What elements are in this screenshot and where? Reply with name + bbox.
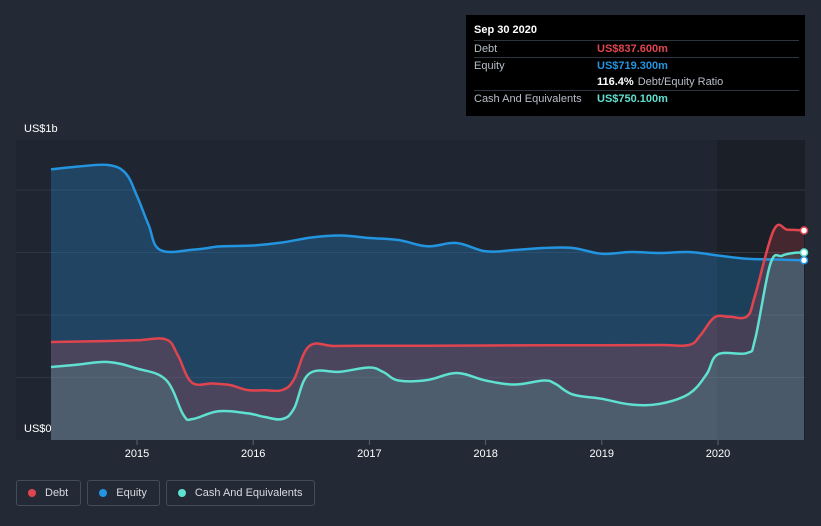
series-lines [50, 163, 805, 422]
y-axis-bottom-label: US$0 [24, 423, 52, 435]
x-tick-label-2017: 2017 [357, 448, 381, 460]
legend-equity-label: Equity [116, 487, 147, 499]
debt-line [50, 223, 805, 393]
series-endpoints [799, 226, 809, 265]
x-tick-label-2020: 2020 [706, 448, 730, 460]
equity-endpoint [799, 256, 809, 265]
equity-line [50, 163, 805, 262]
x-tick-label-2016: 2016 [241, 448, 265, 460]
debt-area [51, 224, 804, 440]
legend-debt-dot-icon [28, 489, 36, 497]
legend-cash-label: Cash And Equivalents [194, 487, 303, 499]
legend-debt-label: Debt [45, 487, 69, 499]
legend-item-cash[interactable]: Cash And Equivalents [165, 480, 316, 506]
cash-line [50, 251, 805, 422]
legend-item-equity[interactable]: Equity [87, 480, 160, 506]
tooltip-equity-value: US$719.300m [597, 60, 668, 72]
tooltip-equity-row: Equity US$719.300m [474, 57, 799, 74]
cash-area [51, 252, 804, 440]
x-tick-label-2018: 2018 [473, 448, 497, 460]
x-tick-label-2015: 2015 [125, 448, 149, 460]
debt-endpoint [799, 226, 809, 235]
legend-equity-dot-icon [99, 489, 108, 497]
tooltip-date: Sep 30 2020 [474, 24, 537, 36]
tooltip-ratio-label: Debt/Equity Ratio [637, 76, 724, 88]
tooltip-debt-value: US$837.600m [597, 43, 668, 55]
chart-legend: Debt Equity Cash And Equivalents [16, 480, 316, 506]
tooltip-cash-value: US$750.100m [597, 93, 668, 105]
legend-cash-dot-icon [177, 489, 186, 497]
legend-item-debt[interactable]: Debt [16, 480, 82, 506]
tooltip-cash-label: Cash And Equivalents [474, 93, 582, 105]
tooltip-debt-row: Debt US$837.600m [474, 40, 799, 57]
cash-endpoint [799, 248, 809, 257]
x-tick-label-2019: 2019 [590, 448, 614, 460]
tooltip-cash-row: Cash And Equivalents US$750.100m [474, 90, 799, 107]
y-axis-top-label: US$1b [24, 123, 58, 135]
tooltip-ratio-row: 116.4% Debt/Equity Ratio [474, 74, 799, 90]
equity-area [51, 164, 804, 441]
tooltip-debt-label: Debt [474, 43, 498, 55]
data-tooltip: Sep 30 2020 Debt US$837.600m Equity US$7… [466, 15, 805, 116]
series-areas [51, 164, 804, 441]
tooltip-equity-label: Equity [474, 60, 505, 72]
tooltip-ratio-value: 116.4% [597, 76, 634, 88]
x-axis-ticks: 2015 2016 2017 2018 2019 2020 [125, 440, 730, 460]
